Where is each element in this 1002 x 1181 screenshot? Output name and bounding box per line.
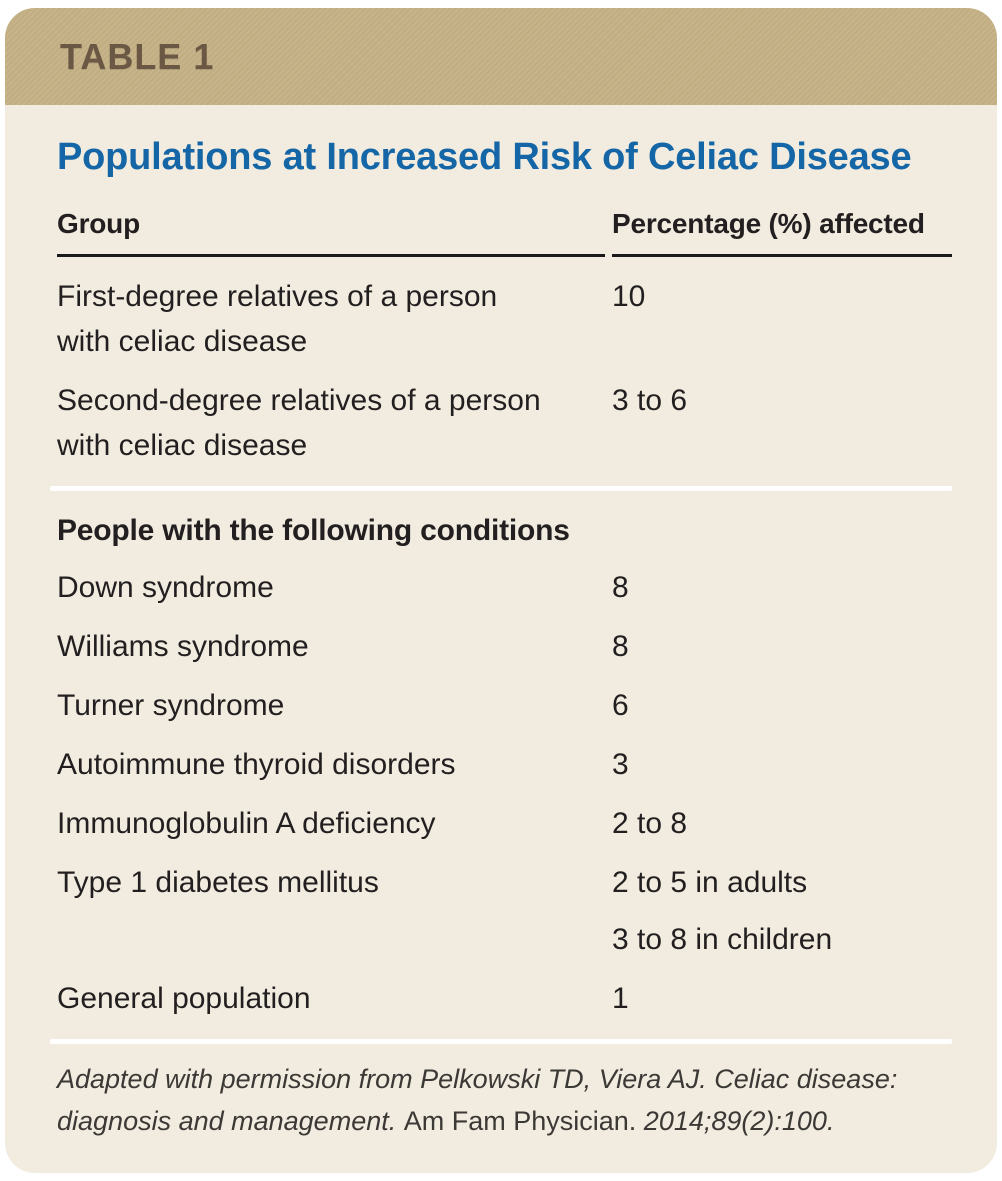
group-cell: General population — [57, 982, 311, 1015]
table-row: Immunoglobulin A deficiency 2 to 8 — [57, 794, 952, 853]
value-line: 2 to 8 — [612, 807, 688, 840]
table-row: Autoimmune thyroid disorders 3 — [57, 735, 952, 794]
group-cell: Down syndrome — [57, 571, 274, 604]
table-row: Down syndrome 8 — [57, 558, 952, 617]
group-cell: Autoimmune thyroid disorders — [57, 748, 456, 781]
table-number-label: TABLE 1 — [60, 35, 215, 77]
footnote-segment: Am Fam Physician. — [403, 1106, 644, 1136]
value-line: 8 — [612, 630, 629, 663]
value-line: 3 to 8 in children — [612, 923, 833, 956]
table-card: TABLE 1 Populations at Increased Risk of… — [5, 8, 997, 1173]
value-line: 8 — [612, 571, 629, 604]
value-line: 3 — [612, 748, 629, 781]
column-header-group: Group — [57, 208, 605, 257]
value-cell: 2 to 5 in adults 3 to 8 in children — [612, 860, 952, 962]
table-rows: First-degree relatives of a person with … — [50, 257, 952, 1044]
section-divider — [50, 486, 952, 491]
footnote: Adapted with permission from Pelkowski T… — [57, 1058, 952, 1142]
table-row: Williams syndrome 8 — [57, 617, 952, 676]
group-cell: Type 1 diabetes mellitus — [57, 866, 379, 899]
table-title: Populations at Increased Risk of Celiac … — [57, 136, 912, 178]
footnote-segment: Adapted with permission from Pelkowski T… — [57, 1064, 898, 1136]
value-line: 1 — [612, 982, 629, 1015]
table-header-bar: TABLE 1 — [5, 8, 997, 105]
value-cell: 2 to 8 — [612, 801, 952, 846]
column-header-percentage: Percentage (%) affected — [612, 208, 952, 257]
value-line: 10 — [612, 280, 646, 313]
value-cell: 3 — [612, 742, 952, 787]
group-cell: Second-degree relatives of a person with… — [57, 384, 541, 462]
table-row: Type 1 diabetes mellitus 2 to 5 in adults… — [57, 853, 952, 969]
column-header-row: Group Percentage (%) affected — [57, 208, 952, 257]
group-cell: Turner syndrome — [57, 689, 285, 722]
footnote-segment: 2014;89(2):100. — [643, 1106, 835, 1136]
section-divider — [50, 1039, 952, 1044]
table-row: General population 1 — [57, 969, 952, 1028]
value-cell: 8 — [612, 624, 952, 669]
table-row: Turner syndrome 6 — [57, 676, 952, 735]
value-cell: 8 — [612, 565, 952, 610]
table-row: First-degree relatives of a person with … — [57, 257, 952, 371]
group-cell: Immunoglobulin A deficiency — [57, 807, 436, 840]
value-cell: 3 to 6 — [612, 378, 952, 468]
table-row: Second-degree relatives of a person with… — [57, 371, 952, 475]
table-body: Populations at Increased Risk of Celiac … — [5, 133, 997, 1142]
value-line: 2 to 5 in adults — [612, 866, 808, 899]
section-header: People with the following conditions — [57, 514, 570, 547]
value-line: 6 — [612, 689, 629, 722]
group-cell: First-degree relatives of a person with … — [57, 280, 498, 358]
group-cell: Williams syndrome — [57, 630, 309, 663]
value-line: 3 to 6 — [612, 384, 688, 417]
value-cell: 10 — [612, 274, 952, 364]
value-cell: 6 — [612, 683, 952, 728]
value-cell: 1 — [612, 976, 952, 1021]
